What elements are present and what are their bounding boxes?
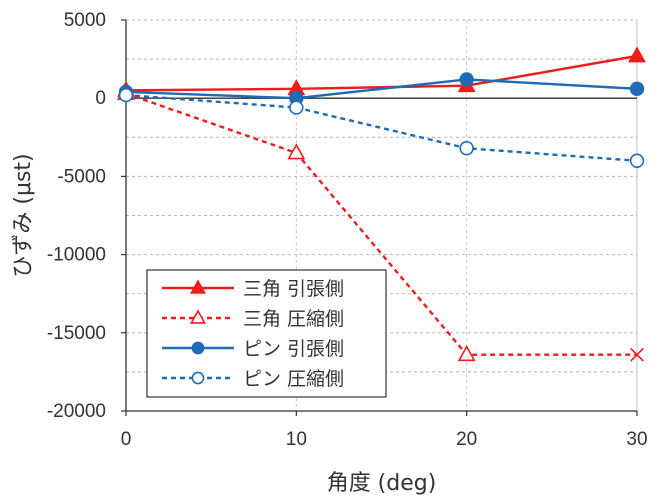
x-marker [630,347,644,362]
circle-marker [459,72,474,87]
series-line [125,78,638,100]
x-tick-label: 30 [626,429,647,450]
series-3 [118,87,645,168]
circle-marker [629,153,645,168]
y-axis-title: ひずみ (μst) [11,153,36,277]
y-tick-label: -5000 [57,166,106,187]
x-tick-label: 20 [456,429,477,450]
series-line [125,93,638,162]
series-line [125,54,638,92]
triangle-marker [287,143,306,160]
triangle-marker [189,279,207,294]
circle-marker [289,100,304,115]
legend-label: 三角 引張側 [243,278,344,300]
y-tick-label: 5000 [64,10,106,31]
legend-box [146,269,387,398]
legend-label: 三角 圧縮側 [243,308,344,330]
y-tick-label: -15000 [47,323,106,344]
triangle-marker [628,46,646,63]
triangle-marker [457,345,476,362]
x-axis-title: 角度 (deg) [327,471,437,496]
y-tick-label: 0 [95,88,106,109]
tick-labels: 5000 0 -5000 -10000 -15000 -20000 0 10 20 30 [47,10,648,450]
circle-marker [191,341,205,355]
y-tick-label: -10000 [47,245,106,266]
series-line [125,92,637,356]
circle-marker [191,371,205,385]
circle-marker [459,141,474,156]
legend-label: ピン 圧縮側 [243,368,344,390]
triangle-marker [189,309,207,324]
circle-marker [629,81,645,97]
series-lines [117,46,646,362]
legend-label: ピン 引張側 [243,338,344,360]
y-tick-label: -20000 [47,401,106,422]
x-tick-label: 0 [121,429,132,450]
x-tick-label: 10 [286,429,307,450]
circle-marker [118,87,134,103]
